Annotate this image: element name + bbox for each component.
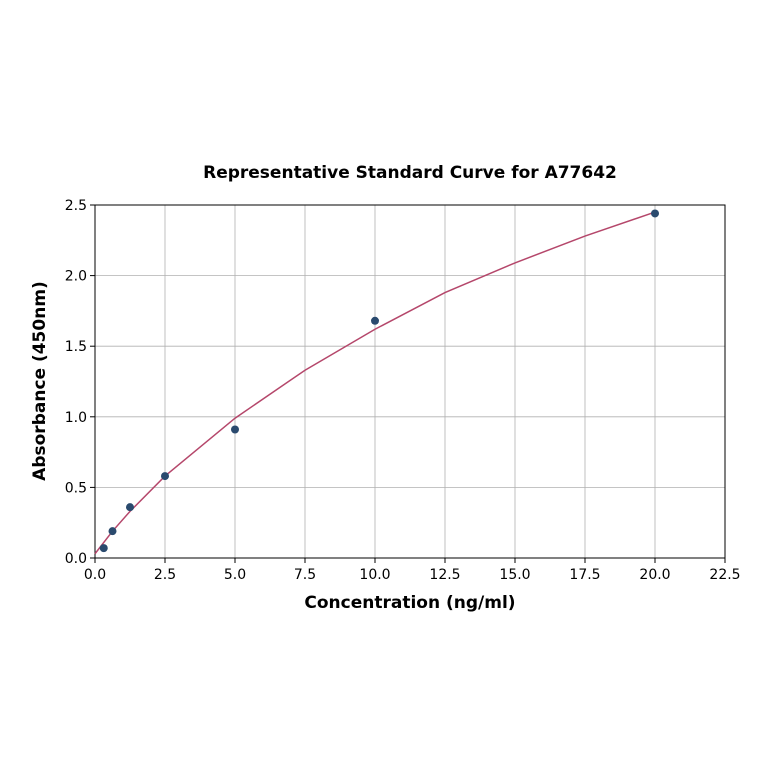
x-tick-label: 10.0 (359, 567, 390, 583)
data-point (126, 503, 134, 512)
y-tick-label: 1.0 (65, 410, 87, 426)
fit-curve (94, 211, 656, 555)
x-tick-label: 20.0 (639, 567, 670, 583)
y-tick-label: 0.5 (65, 480, 87, 496)
data-point (231, 425, 239, 434)
x-tick-label: 7.5 (294, 567, 316, 583)
x-tick-label: 17.5 (569, 567, 600, 583)
data-point (99, 544, 108, 553)
data-point (371, 316, 379, 325)
plot-frame (94, 204, 726, 559)
x-axis-label: Concentration (ng/ml) (304, 593, 515, 613)
x-tick-label: 0.0 (84, 567, 106, 583)
x-tick-label: 12.5 (429, 567, 460, 583)
y-axis-label: Absorbance (450nm) (30, 281, 50, 481)
x-tick-label: 5.0 (224, 567, 246, 583)
y-tick-label: 0.0 (65, 551, 87, 567)
y-tick-label: 1.5 (65, 339, 87, 355)
data-point (108, 527, 117, 536)
x-tick-label: 2.5 (154, 567, 176, 583)
chart-title: Representative Standard Curve for A77642 (203, 163, 617, 183)
x-tick-label: 22.5 (709, 567, 740, 583)
x-tick-label: 15.0 (499, 567, 530, 583)
data-point (161, 472, 169, 481)
y-tick-label: 2.0 (65, 269, 87, 285)
data-point (651, 209, 659, 218)
y-tick-label: 2.5 (65, 198, 87, 214)
